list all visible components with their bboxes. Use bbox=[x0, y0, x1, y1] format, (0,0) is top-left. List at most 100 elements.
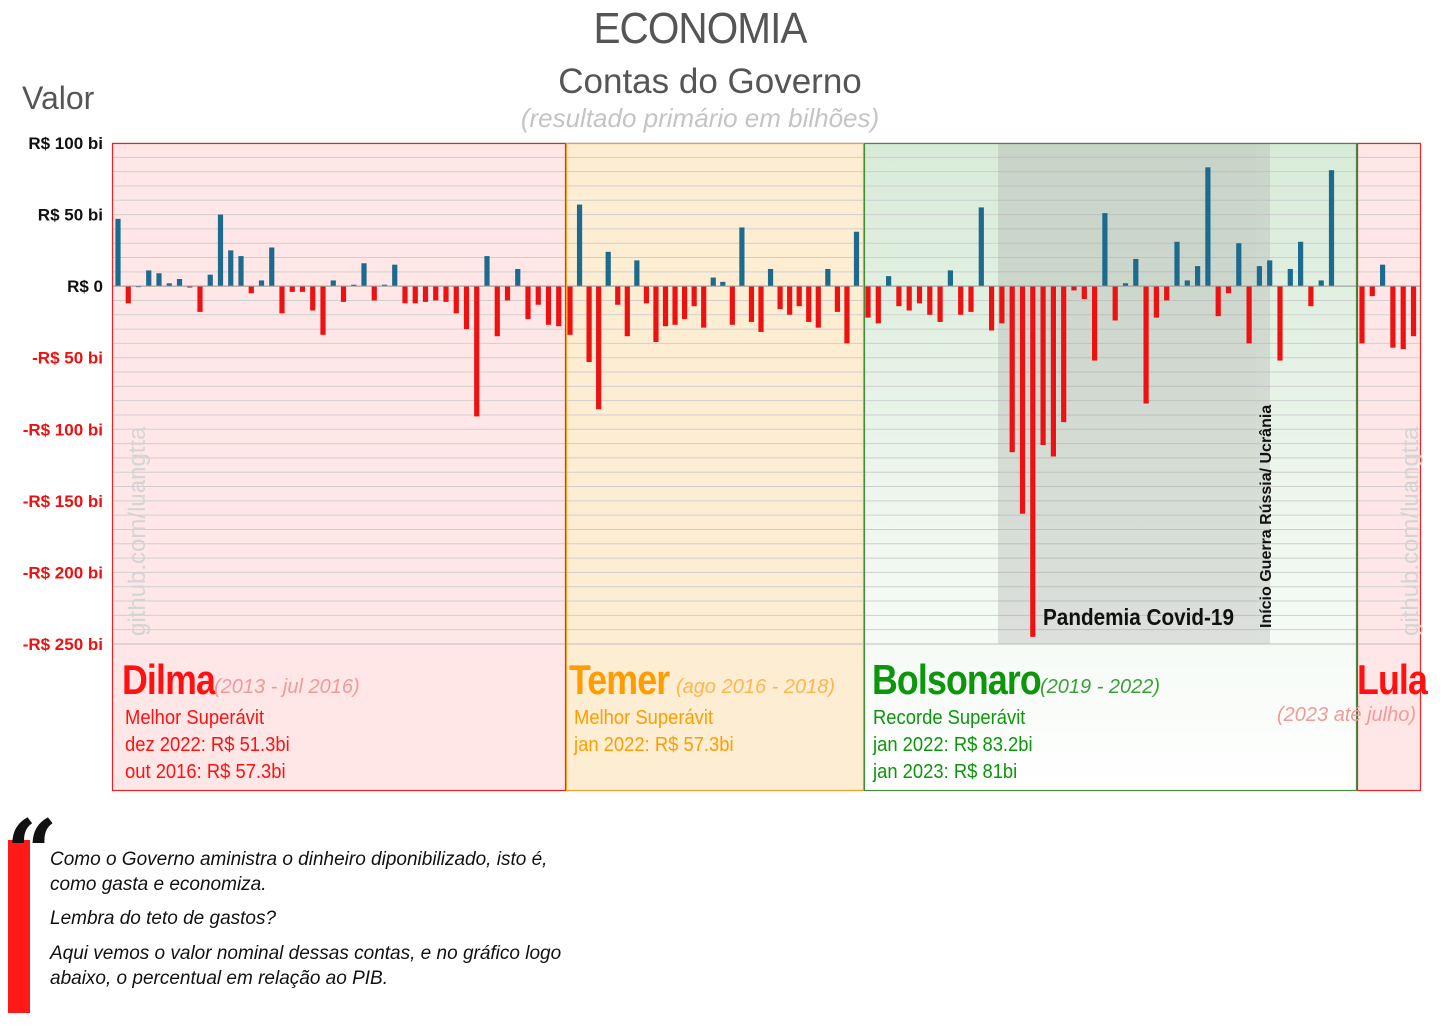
bar bbox=[504, 286, 511, 301]
bar bbox=[886, 276, 892, 287]
gov-line-bolsonaro-1: Recorde Superávit bbox=[873, 707, 1026, 729]
bar bbox=[1380, 264, 1386, 287]
bar bbox=[1246, 286, 1252, 344]
gov-line-dilma-2: dez 2022: R$ 51.3bi bbox=[125, 734, 290, 756]
bar bbox=[217, 214, 224, 287]
bar bbox=[443, 286, 449, 302]
bar bbox=[865, 286, 871, 318]
bar bbox=[310, 286, 316, 311]
watermark-left: github.com/luangtta bbox=[124, 426, 151, 636]
bar bbox=[515, 268, 521, 287]
gov-period-bolsonaro: (2019 - 2022) bbox=[1040, 676, 1161, 698]
bar bbox=[330, 280, 336, 287]
bar bbox=[576, 204, 583, 287]
bar bbox=[166, 283, 172, 287]
bar bbox=[1040, 286, 1046, 446]
war-annotation: Início Guerra Rússia/ Ucrânia bbox=[1258, 404, 1275, 628]
bar bbox=[825, 268, 831, 287]
bar bbox=[682, 286, 688, 320]
bar bbox=[815, 286, 821, 328]
bar bbox=[125, 286, 131, 304]
bar bbox=[1298, 241, 1304, 287]
bar bbox=[1359, 286, 1365, 344]
bar bbox=[875, 286, 881, 324]
bar bbox=[340, 286, 347, 302]
pandemic-shade bbox=[998, 143, 1256, 644]
gov-name-lula: Lula bbox=[1357, 656, 1428, 703]
bar bbox=[433, 286, 439, 301]
gov-line-dilma-1: Melhor Superávit bbox=[125, 707, 265, 729]
panel-frame-lula bbox=[1356, 142, 1422, 792]
bar bbox=[1071, 286, 1077, 291]
bar bbox=[1081, 286, 1087, 300]
bar bbox=[207, 274, 213, 287]
gov-period-lula: (2023 até julho) bbox=[1277, 704, 1416, 726]
bar bbox=[643, 286, 649, 304]
bar bbox=[634, 260, 640, 287]
bar bbox=[844, 286, 850, 344]
bar bbox=[806, 286, 812, 322]
bar bbox=[1174, 241, 1180, 287]
bar bbox=[1112, 286, 1118, 321]
quote-line-3: Lembra do teto de gastos? bbox=[50, 908, 277, 929]
bar bbox=[463, 286, 470, 330]
bar bbox=[672, 286, 678, 325]
bar bbox=[916, 286, 923, 304]
gov-line-dilma-3: out 2016: R$ 57.3bi bbox=[125, 761, 286, 783]
bar bbox=[1009, 286, 1015, 453]
bar bbox=[299, 286, 306, 292]
y-tick-label: -R$ 250 bi bbox=[23, 635, 103, 654]
chart-area: R$ 100 bi R$ 50 bi R$ 0 -R$ 50 bi -R$ 100 bi… bbox=[23, 134, 1422, 792]
bar bbox=[777, 286, 783, 310]
panel-dilma bbox=[112, 143, 566, 791]
bar bbox=[556, 286, 562, 327]
bar bbox=[535, 286, 541, 305]
bar bbox=[937, 286, 943, 322]
y-tick-label: -R$ 50 bi bbox=[32, 349, 103, 368]
panel-lula bbox=[1357, 143, 1421, 791]
bar bbox=[1030, 286, 1036, 637]
bar bbox=[1287, 268, 1293, 287]
bar bbox=[1092, 286, 1098, 361]
bar bbox=[1400, 286, 1406, 350]
bar bbox=[146, 270, 152, 287]
bar bbox=[1215, 286, 1221, 317]
quote-line-4: Aqui vemos o valor nominal dessas contas… bbox=[50, 943, 562, 964]
y-tick-label: R$ 50 bi bbox=[38, 206, 103, 225]
bar bbox=[258, 280, 265, 287]
gov-name-dilma: Dilma bbox=[122, 656, 216, 703]
bar bbox=[474, 286, 480, 417]
bar bbox=[1133, 258, 1139, 287]
gov-name-bolsonaro: Bolsonaro bbox=[872, 656, 1042, 703]
bar bbox=[176, 278, 183, 287]
y-tick-label: -R$ 150 bi bbox=[23, 492, 103, 511]
quote-mark-icon: “ bbox=[6, 800, 58, 906]
bar bbox=[729, 286, 735, 325]
bar bbox=[1390, 286, 1396, 348]
gov-line-temer-1: Melhor Superávit bbox=[574, 707, 714, 729]
bar bbox=[596, 286, 602, 410]
bar bbox=[1236, 243, 1242, 287]
bar bbox=[748, 286, 755, 322]
bar bbox=[896, 286, 902, 307]
bar bbox=[710, 277, 716, 287]
panel-frame-temer bbox=[565, 142, 865, 792]
y-axis-title: Valor bbox=[22, 80, 95, 116]
bar bbox=[1153, 286, 1159, 318]
gov-name-temer: Temer bbox=[569, 656, 670, 703]
bar bbox=[402, 286, 408, 304]
bar bbox=[796, 286, 802, 307]
bar bbox=[1164, 286, 1170, 301]
bar bbox=[787, 286, 793, 315]
y-tick-label: R$ 100 bi bbox=[28, 134, 103, 153]
bar bbox=[567, 286, 573, 335]
bar bbox=[758, 286, 764, 332]
bar bbox=[228, 250, 234, 287]
panel-frame-dilma bbox=[111, 142, 567, 792]
bar bbox=[739, 227, 745, 287]
bar bbox=[615, 286, 621, 305]
gov-period-temer: (ago 2016 - 2018) bbox=[676, 676, 836, 698]
bar bbox=[1205, 167, 1211, 287]
bar bbox=[381, 284, 388, 287]
bar bbox=[422, 286, 429, 302]
